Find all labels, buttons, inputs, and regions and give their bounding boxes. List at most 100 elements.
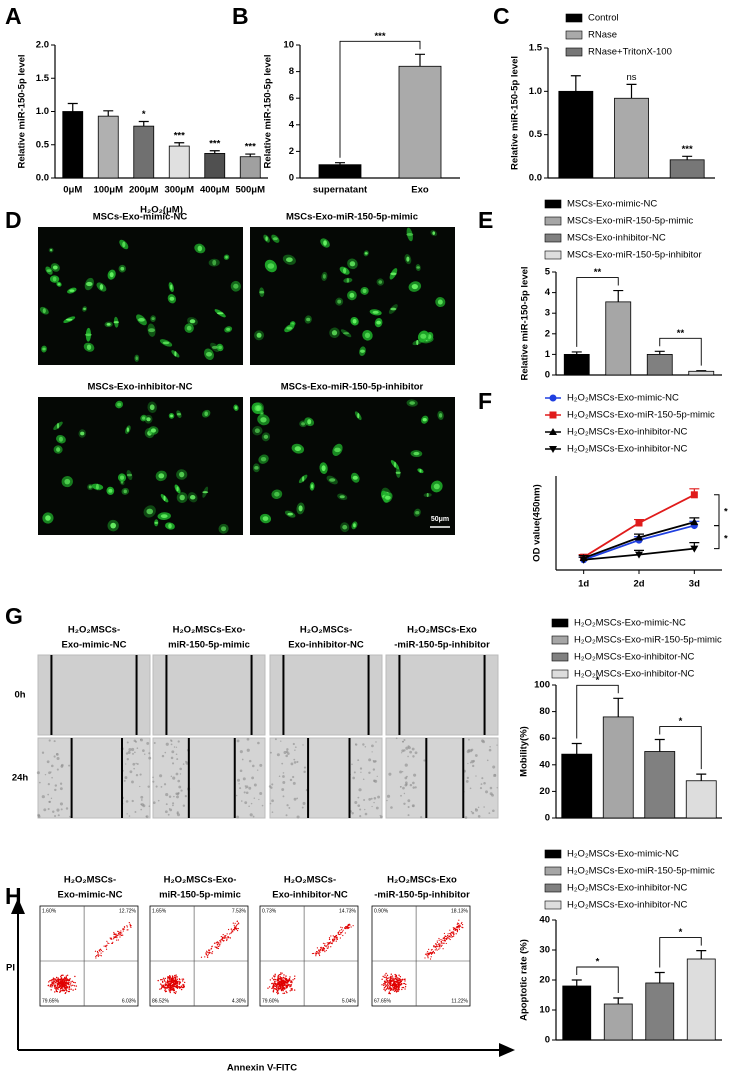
event: [433, 946, 435, 948]
speckle: [293, 758, 296, 761]
speckle: [407, 799, 411, 803]
speckle: [352, 776, 355, 780]
event: [324, 943, 326, 945]
event: [444, 939, 446, 941]
speckle: [170, 743, 173, 746]
event: [429, 952, 431, 954]
event: [393, 986, 396, 988]
image-label: MSCs-Exo-miR-150-5p-mimic: [286, 212, 418, 223]
event: [280, 980, 283, 983]
event: [165, 981, 167, 983]
event: [174, 992, 177, 995]
speckle: [359, 808, 362, 811]
speckle: [253, 783, 257, 787]
event: [205, 953, 208, 955]
event: [62, 981, 64, 983]
event: [349, 924, 351, 926]
event: [169, 990, 172, 992]
event: [219, 940, 221, 942]
event: [388, 992, 390, 995]
speckle: [475, 808, 477, 810]
event: [61, 985, 64, 988]
event: [61, 984, 64, 986]
event: [329, 941, 332, 943]
event: [335, 938, 338, 940]
image-label: MSCs-Exo-inhibitor-NC: [87, 382, 192, 393]
cell-core: [226, 327, 231, 331]
speckle: [355, 743, 357, 745]
legend-swatch: [544, 849, 562, 859]
event: [391, 988, 393, 990]
speckle: [148, 805, 151, 808]
x-tick-label: 400μM: [200, 185, 230, 196]
event: [274, 983, 277, 986]
marker: [690, 518, 699, 526]
event: [222, 937, 224, 939]
flow-plot: [371, 905, 471, 1007]
speckle: [176, 811, 179, 814]
speckle: [177, 792, 180, 795]
legend-swatch: [544, 199, 562, 209]
cell-core: [360, 349, 365, 353]
event: [460, 922, 462, 925]
event: [284, 980, 286, 982]
event: [72, 981, 75, 984]
speckle: [140, 795, 144, 799]
event: [52, 981, 55, 983]
event: [171, 984, 173, 987]
event: [116, 939, 118, 941]
event: [274, 973, 276, 976]
marker: [549, 446, 557, 453]
event: [65, 984, 67, 987]
event: [392, 979, 394, 981]
event: [398, 979, 400, 981]
event: [126, 926, 128, 928]
error-bar: [613, 289, 624, 302]
group-label: H₂O₂MSCs-Exo: [387, 875, 457, 886]
legend-label: H₂O₂MSCs-Exo-mimic-NC: [574, 618, 686, 629]
panel-letter: C: [493, 3, 510, 29]
event: [291, 988, 293, 991]
event: [440, 939, 442, 941]
speckle: [161, 754, 165, 758]
x-tick-label: 1d: [578, 579, 589, 590]
speckle: [404, 783, 408, 787]
speckle: [167, 813, 170, 816]
event: [399, 981, 401, 984]
speckle: [131, 780, 134, 784]
cell-core: [416, 340, 419, 346]
event: [284, 988, 286, 990]
y-tick-label: 1.0: [36, 106, 49, 117]
event: [169, 989, 171, 991]
scale-bar-label: 50μm: [431, 516, 449, 523]
bar: [603, 1003, 633, 1041]
speckle: [282, 775, 285, 778]
speckle: [405, 775, 408, 778]
event: [178, 983, 180, 985]
event: [347, 925, 349, 927]
y-tick-label: 0: [289, 173, 294, 184]
event: [432, 950, 435, 952]
event: [287, 984, 289, 987]
event: [443, 942, 445, 944]
speckle: [239, 787, 242, 790]
cell-core: [146, 508, 154, 515]
group-label: Exo-inhibitor-NC: [272, 890, 348, 901]
event: [66, 986, 69, 989]
event: [294, 975, 296, 977]
speckle: [470, 810, 473, 813]
event: [399, 980, 401, 982]
legend-swatch: [544, 216, 562, 226]
event: [176, 976, 178, 978]
event: [179, 982, 181, 984]
event: [453, 927, 455, 930]
event: [394, 980, 396, 983]
bar: [318, 164, 362, 179]
speckle: [405, 746, 409, 750]
speckle: [163, 783, 167, 786]
event: [318, 951, 320, 953]
cell-core: [110, 522, 117, 529]
event: [279, 986, 282, 988]
cell-core: [84, 333, 92, 337]
speckle: [358, 788, 362, 792]
